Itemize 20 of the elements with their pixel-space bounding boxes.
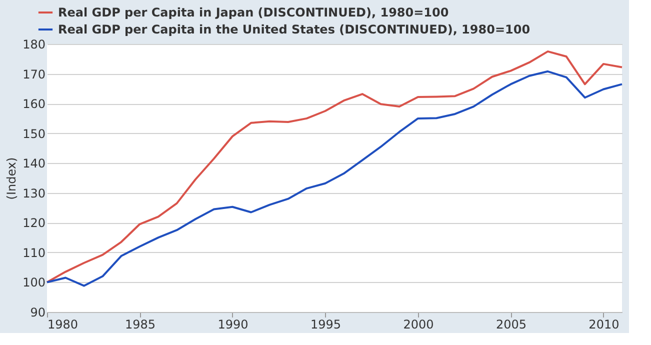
y-tick-label: 140 [22,156,46,171]
y-axis-title: (Index) [4,157,19,200]
y-tick-label: 130 [22,186,46,200]
y-tick-label: 110 [22,246,46,260]
y-tick-label: 120 [22,216,46,230]
y-tick-label: 180 [22,38,46,52]
x-tick-label: 2005 [496,318,526,332]
x-tick-label: 1995 [310,318,341,332]
legend-label: Real GDP per Capita in Japan (DISCONTINUED), 1980=100 [58,6,449,20]
y-tick-label: 100 [22,276,46,290]
y-tick-label: 170 [22,67,46,82]
x-tick-label: 1980 [48,318,78,332]
x-tick-label: 2000 [403,318,434,332]
x-tick-label: 1990 [218,318,248,332]
legend-label: Real GDP per Capita in the United States (DISCONTINUED), 1980=100 [58,22,530,36]
y-tick-label: 160 [22,97,46,112]
x-tick-label: 1985 [124,318,156,332]
y-tick-label: 150 [22,126,46,141]
y-tick-label: 90 [30,306,46,320]
x-tick-label: 2010 [588,318,620,332]
